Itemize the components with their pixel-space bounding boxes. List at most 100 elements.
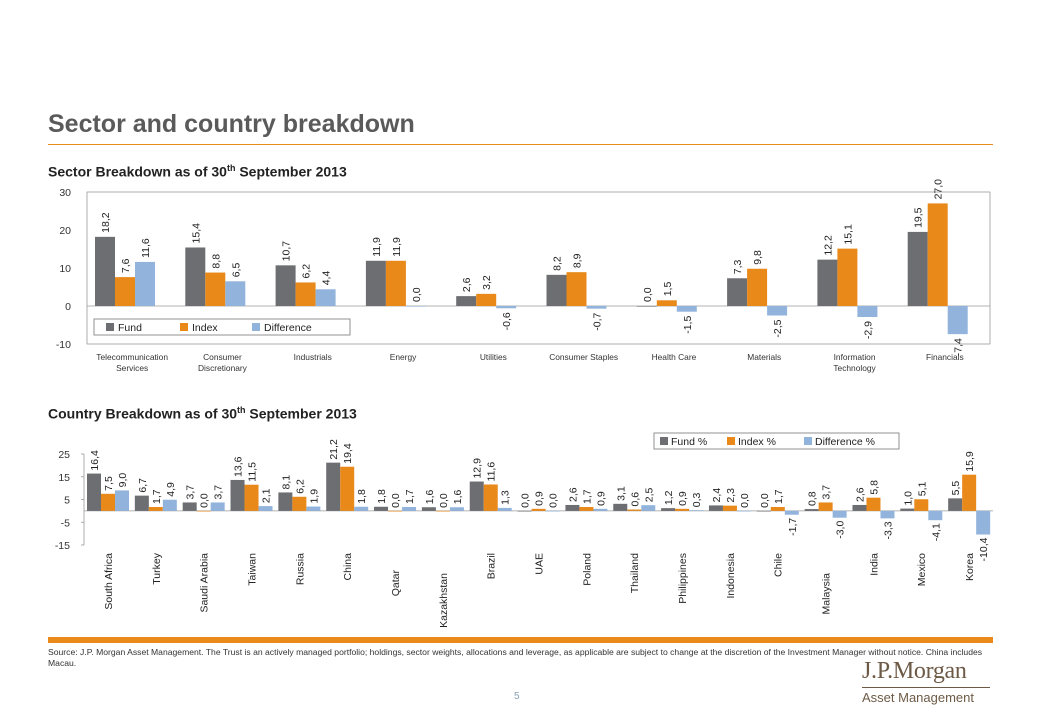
page-number: 5 [514,691,520,702]
x-tick-label-industrials: Industrials [294,352,332,362]
bar-difference-telecommunication-services [135,261,155,306]
data-label: 1,2 [663,490,675,505]
data-label: 7,5 [103,476,115,491]
bar-difference--chile [784,510,799,515]
x-tick-label-kazakhstan: Kazakhstan [438,573,450,628]
data-label: 2,4 [711,488,723,503]
bar-difference-financials [947,306,968,335]
x-tick-label-brazil: Brazil [486,553,498,579]
bar-index-health-care [656,300,677,306]
x-tick-label-russia: Russia [294,553,306,585]
data-label: 9,0 [117,473,129,488]
data-label: 1,6 [452,489,464,504]
legend-box [93,318,351,336]
bar-fund--qatar [374,506,389,511]
data-label: 0,0 [390,493,402,508]
legend-label-index: Index [192,322,218,334]
bar-difference-consumer-discretionary [225,281,246,306]
legend-swatch-difference [252,323,260,331]
y-tick-label: 10 [59,263,71,275]
data-label: 0,0 [548,493,560,508]
data-label: 8,2 [552,256,564,271]
y-tick-label: -10 [56,339,71,351]
data-label: 0,0 [759,493,771,508]
x-tick-label-korea: Korea [964,553,976,581]
x-tick-label-health-care: Health Care [652,352,697,362]
data-label: 11,9 [371,237,383,257]
bar-fund--chile [756,510,771,512]
sector-chart-title: Sector Breakdown as of 30th September 20… [48,163,347,180]
x-tick-label-taiwan: Taiwan [246,553,258,586]
bar-fund--saudi-arabia [182,502,197,511]
bar-difference--philippines [689,510,704,511]
x-tick-label-thailand: Thailand [629,553,641,593]
country-title-sup: th [237,405,246,415]
bar-difference--south-africa [115,490,129,511]
x-tick-label-chile: Chile [773,553,785,577]
data-label: 1,8 [356,489,368,504]
logo-wordmark: J.P.Morgan [862,658,967,684]
bar-difference--uae [545,510,560,512]
data-label: 5,1 [916,482,928,497]
bar-index--philippines [675,508,690,511]
data-label: 0,0 [739,493,751,508]
x-tick-label-consumer-staples: Consumer Staples [549,352,618,362]
bar-difference-utilities [496,306,517,309]
data-label: -0,6 [501,312,513,330]
bar-index-financials [927,203,948,306]
data-label: 5,8 [868,480,880,495]
bar-fund-utilities [456,296,477,306]
data-label: -2,5 [772,319,784,337]
bar-index--taiwan [244,484,259,511]
bar-index--indonesia [722,505,737,511]
title-rule [48,144,993,145]
plot-frame [86,191,991,345]
data-label: 12,9 [472,458,484,479]
jpmorgan-logo: J.P.Morgan Asset Management [862,658,990,705]
bar-fund--korea [948,498,963,511]
bar-index--russia [292,496,307,511]
bar-difference--korea [976,510,991,535]
data-label: 0,0 [642,287,654,302]
x-tick-label-mexico: Mexico [916,553,928,586]
data-label: 9,8 [752,250,764,265]
logo-divider [862,687,990,688]
bar-difference-materials [767,306,788,316]
y-tick-label: 5 [64,495,70,507]
data-label: 2,6 [461,277,473,292]
data-label: 6,2 [294,479,306,494]
bar-fund--south-africa [87,473,101,511]
data-label: 11,6 [140,238,152,258]
legend-swatch-difference- [804,437,812,445]
data-label: 3,7 [185,485,197,500]
data-label: 3,7 [213,485,225,500]
sector-chart: -10 0 10 20 30 18,2 7,6 11,6 TelecommunicationSe… [56,179,991,373]
x-tick-label-telecommunication-services: Telecommunication [96,352,168,362]
data-label: 0,6 [629,492,641,507]
bar-difference-information-technology [857,306,878,318]
bar-index--south-africa [101,493,115,511]
data-label: -7,4 [953,338,965,356]
bar-difference--kazakhstan [449,507,464,511]
bar-index-telecommunication-services [115,277,135,306]
y-tick-label: 0 [65,301,71,313]
bar-index--kazakhstan [435,510,450,512]
data-label: 0,3 [691,492,703,507]
y-tick-label: 15 [58,472,70,484]
bar-difference--china [354,506,369,511]
data-label: 13,6 [233,456,245,477]
bar-fund-industrials [275,265,296,306]
data-label: 21,2 [328,439,340,460]
bar-index--china [340,466,355,511]
bar-fund--india [852,504,867,511]
data-label: 15,9 [964,451,976,472]
source-note: Source: J.P. Morgan Asset Management. Th… [48,647,983,668]
x-tick-label-utilities: Utilities [480,352,507,362]
bar-difference--taiwan [258,506,273,511]
bar-difference--india [880,510,895,519]
legend-swatch-index- [727,437,735,445]
data-label: 27,0 [933,179,945,200]
bar-fund--philippines [661,508,676,511]
page-title: Sector and country breakdown [48,110,415,138]
bar-difference--thailand [641,505,656,511]
